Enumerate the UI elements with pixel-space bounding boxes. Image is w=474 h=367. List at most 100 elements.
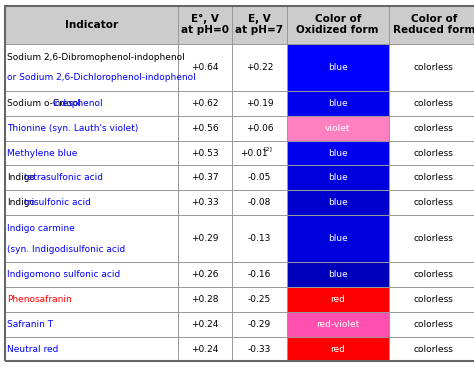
Text: Methylene blue: Methylene blue (7, 149, 77, 157)
Text: +0.06: +0.06 (246, 124, 273, 133)
Text: E°, V
at pH=0: E°, V at pH=0 (181, 14, 229, 36)
Bar (5, 190, 178, 215)
Text: +0.53: +0.53 (191, 149, 219, 157)
Bar (178, 44, 232, 91)
Bar (232, 91, 287, 116)
Text: red: red (330, 345, 345, 354)
Text: Indicator: Indicator (64, 19, 118, 30)
Text: colorless: colorless (414, 173, 454, 182)
Text: +0.62: +0.62 (191, 99, 219, 108)
Bar (178, 287, 232, 312)
Bar (232, 141, 287, 166)
Bar (178, 190, 232, 215)
Text: blue: blue (328, 270, 347, 279)
Text: [2]: [2] (264, 146, 273, 151)
Text: E, V
at pH=7: E, V at pH=7 (236, 14, 283, 36)
Text: Indigomono sulfonic acid: Indigomono sulfonic acid (7, 270, 120, 279)
Bar (178, 262, 232, 287)
Text: -0.16: -0.16 (248, 270, 271, 279)
Bar (232, 262, 287, 287)
Bar (389, 337, 474, 361)
Bar (389, 141, 474, 166)
Text: +0.56: +0.56 (191, 124, 219, 133)
Bar (287, 141, 389, 166)
Bar (178, 116, 232, 141)
Bar (287, 215, 389, 262)
Text: Neutral red: Neutral red (7, 345, 58, 354)
Bar (5, 312, 178, 337)
Bar (178, 6, 232, 44)
Text: colorless: colorless (414, 295, 454, 304)
Text: -0.13: -0.13 (248, 234, 271, 243)
Bar (5, 166, 178, 190)
Bar (232, 44, 287, 91)
Text: -0.29: -0.29 (248, 320, 271, 329)
Bar (5, 44, 178, 91)
Bar (232, 215, 287, 262)
Text: colorless: colorless (414, 270, 454, 279)
Text: Safranin T: Safranin T (7, 320, 53, 329)
Text: +0.01: +0.01 (240, 149, 268, 157)
Text: colorless: colorless (414, 234, 454, 243)
Bar (389, 215, 474, 262)
Text: +0.64: +0.64 (191, 63, 219, 72)
Text: +0.28: +0.28 (191, 295, 219, 304)
Text: +0.19: +0.19 (246, 99, 273, 108)
Bar (232, 287, 287, 312)
Bar (5, 262, 178, 287)
Bar (389, 312, 474, 337)
Bar (178, 141, 232, 166)
Text: Sodium 2,6-Dibromophenol-indophenol: Sodium 2,6-Dibromophenol-indophenol (7, 52, 185, 62)
Bar (287, 287, 389, 312)
Bar (287, 190, 389, 215)
Text: blue: blue (328, 149, 347, 157)
Bar (287, 262, 389, 287)
Bar (232, 190, 287, 215)
Text: tetrasulfonic acid: tetrasulfonic acid (24, 173, 103, 182)
Text: colorless: colorless (414, 99, 454, 108)
Text: Indigo: Indigo (7, 173, 35, 182)
Text: +0.26: +0.26 (191, 270, 219, 279)
Text: colorless: colorless (414, 198, 454, 207)
Bar (287, 116, 389, 141)
Text: Sodium o-Cresol: Sodium o-Cresol (7, 99, 84, 108)
Bar (287, 312, 389, 337)
Bar (389, 190, 474, 215)
Bar (389, 262, 474, 287)
Text: +0.33: +0.33 (191, 198, 219, 207)
Text: indophenol: indophenol (53, 99, 103, 108)
Bar (389, 91, 474, 116)
Bar (287, 6, 389, 44)
Bar (232, 116, 287, 141)
Bar (389, 6, 474, 44)
Bar (389, 44, 474, 91)
Bar (287, 44, 389, 91)
Bar (389, 116, 474, 141)
Text: Thionine (syn. Lauth's violet): Thionine (syn. Lauth's violet) (7, 124, 138, 133)
Text: blue: blue (328, 234, 347, 243)
Bar (287, 337, 389, 361)
Bar (5, 287, 178, 312)
Bar (178, 312, 232, 337)
Text: colorless: colorless (414, 149, 454, 157)
Text: or Sodium 2,6-Dichlorophenol-indophenol: or Sodium 2,6-Dichlorophenol-indophenol (7, 73, 196, 82)
Text: violet: violet (325, 124, 350, 133)
Bar (5, 116, 178, 141)
Bar (178, 91, 232, 116)
Bar (232, 6, 287, 44)
Bar (232, 337, 287, 361)
Text: -0.08: -0.08 (248, 198, 271, 207)
Bar (287, 166, 389, 190)
Bar (232, 312, 287, 337)
Bar (5, 141, 178, 166)
Text: Indigo carmine: Indigo carmine (7, 224, 75, 233)
Bar (389, 166, 474, 190)
Text: +0.29: +0.29 (191, 234, 219, 243)
Text: colorless: colorless (414, 124, 454, 133)
Text: +0.37: +0.37 (191, 173, 219, 182)
Text: blue: blue (328, 99, 347, 108)
Text: (syn. Indigodisulfonic acid: (syn. Indigodisulfonic acid (7, 245, 125, 254)
Bar (232, 166, 287, 190)
Text: +0.24: +0.24 (191, 320, 219, 329)
Text: Color of
Oxidized form: Color of Oxidized form (296, 14, 379, 36)
